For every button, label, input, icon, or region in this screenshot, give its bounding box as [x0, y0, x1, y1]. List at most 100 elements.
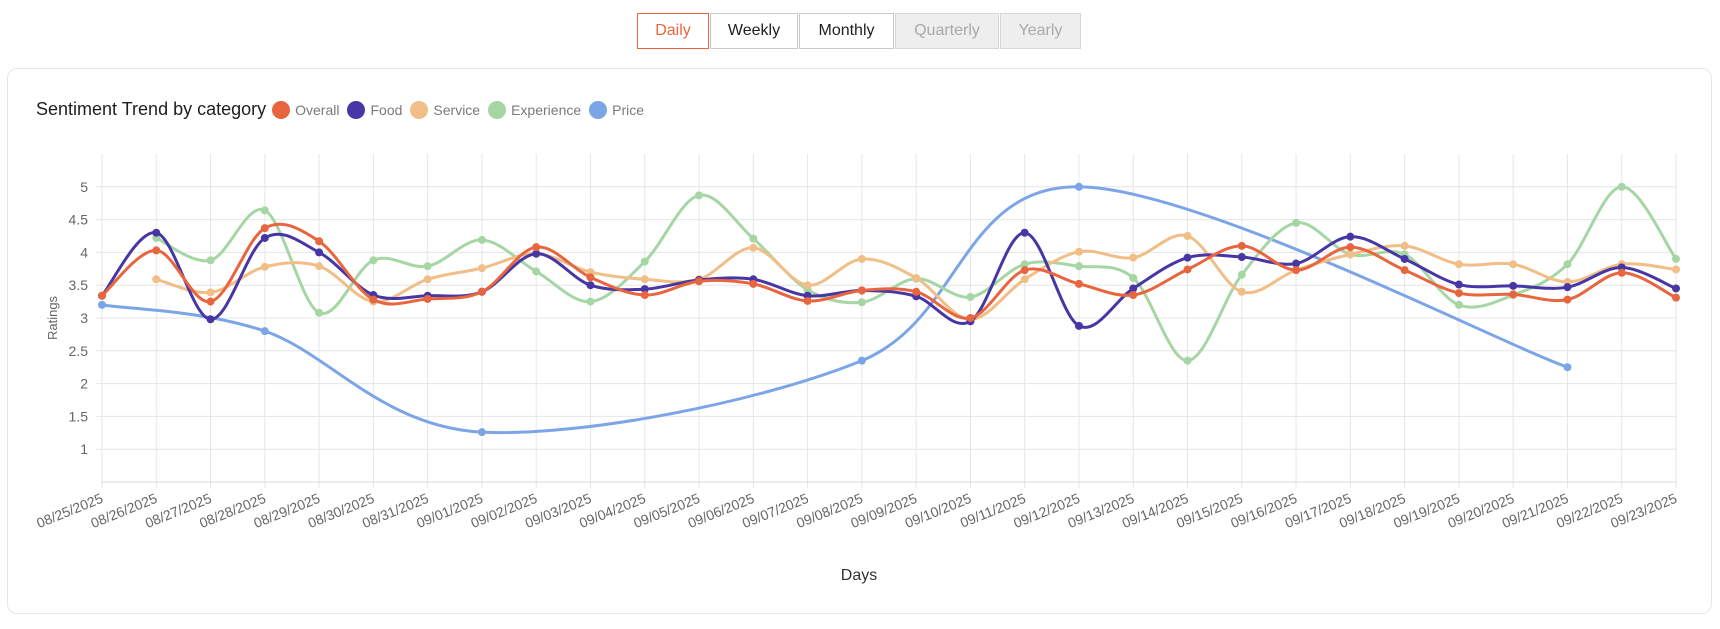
data-point-experience — [1454, 300, 1463, 309]
data-point-experience — [423, 262, 432, 271]
legend-item-price[interactable]: Price — [589, 100, 645, 119]
tab-quarterly: Quarterly — [895, 13, 999, 49]
chart-card: Sentiment Trend by category Overall Food S… — [7, 68, 1712, 614]
data-point-overall — [912, 287, 921, 296]
data-point-overall — [749, 279, 758, 288]
y-tick-label: 3.5 — [69, 277, 89, 293]
data-point-overall — [369, 295, 378, 304]
y-axis-title: Ratings — [45, 295, 60, 340]
data-point-service — [1237, 287, 1246, 296]
data-point-price — [98, 300, 106, 309]
legend-item-service[interactable]: Service — [410, 100, 480, 119]
y-tick-label: 2.5 — [69, 343, 89, 359]
legend-item-overall[interactable]: Overall — [272, 100, 340, 119]
data-point-experience — [1563, 260, 1572, 269]
data-point-food — [640, 285, 649, 294]
data-point-service — [152, 275, 161, 284]
data-point-overall — [1020, 266, 1029, 275]
data-point-overall — [532, 243, 541, 252]
data-point-experience — [315, 308, 324, 317]
data-point-overall — [1183, 265, 1192, 274]
data-point-food — [1020, 228, 1029, 237]
legend-label: Experience — [511, 101, 582, 118]
y-tick-label: 1.5 — [69, 408, 89, 424]
data-point-overall — [206, 297, 215, 306]
data-point-service — [1400, 241, 1409, 250]
y-tick-label: 2 — [80, 376, 88, 392]
data-point-price — [477, 428, 486, 437]
data-point-service — [640, 275, 649, 284]
chart-legend: Overall Food Service Experience Price — [272, 100, 652, 119]
data-point-overall — [586, 273, 595, 282]
data-point-food — [1454, 280, 1463, 289]
data-point-overall — [1672, 293, 1680, 302]
data-point-experience — [857, 298, 866, 307]
data-point-experience — [260, 206, 269, 215]
data-point-overall — [152, 246, 161, 255]
legend-label: Food — [370, 101, 403, 118]
legend-label: Overall — [295, 101, 340, 118]
data-point-experience — [695, 191, 704, 200]
data-point-food — [1346, 232, 1355, 241]
data-point-experience — [206, 256, 215, 265]
data-point-experience — [1292, 218, 1301, 227]
tab-yearly: Yearly — [1000, 13, 1081, 49]
data-point-experience — [369, 256, 378, 265]
data-point-overall — [315, 237, 324, 246]
data-point-food — [1509, 281, 1518, 290]
legend-item-experience[interactable]: Experience — [488, 100, 582, 119]
tab-monthly[interactable]: Monthly — [799, 13, 894, 49]
legend-swatch — [410, 100, 429, 119]
legend-item-food[interactable]: Food — [347, 100, 403, 119]
data-point-overall — [695, 277, 704, 286]
data-point-food — [532, 249, 541, 258]
data-point-experience — [477, 235, 486, 244]
data-point-service — [803, 281, 812, 290]
data-point-experience — [1129, 273, 1138, 282]
data-point-service — [1672, 265, 1680, 274]
data-point-service — [1020, 275, 1029, 284]
data-point-experience — [1672, 254, 1680, 263]
data-point-food — [1563, 283, 1572, 292]
data-point-price — [857, 356, 866, 365]
data-point-experience — [532, 267, 541, 276]
data-point-food — [1292, 259, 1301, 268]
data-point-service — [857, 254, 866, 263]
data-point-overall — [1292, 266, 1301, 275]
tab-weekly[interactable]: Weekly — [710, 13, 798, 49]
legend-swatch — [488, 100, 507, 119]
data-point-food — [206, 315, 215, 324]
legend-swatch — [347, 100, 366, 119]
data-point-service — [260, 262, 269, 271]
data-point-overall — [1074, 279, 1083, 288]
data-point-overall — [1129, 291, 1138, 300]
data-point-overall — [966, 314, 975, 322]
data-point-experience — [1237, 270, 1246, 279]
y-tick-label: 4.5 — [69, 212, 89, 228]
data-point-experience — [966, 293, 975, 302]
data-point-overall — [98, 291, 106, 300]
data-point-price — [1563, 363, 1572, 372]
chart-title: Sentiment Trend by category — [36, 99, 267, 119]
data-point-overall — [1346, 243, 1355, 252]
legend-label: Price — [612, 101, 645, 118]
legend-swatch — [272, 100, 291, 119]
data-point-overall — [260, 224, 269, 233]
data-point-food — [1183, 253, 1192, 262]
data-point-service — [1129, 253, 1138, 262]
data-point-service — [477, 264, 486, 273]
data-point-service — [912, 273, 921, 282]
data-point-experience — [749, 234, 758, 243]
period-selector: Daily Weekly Monthly Quarterly Yearly — [637, 13, 1082, 49]
data-point-overall — [477, 287, 486, 296]
series-line-price — [100, 185, 1569, 435]
data-point-overall — [857, 286, 866, 295]
data-point-food — [1237, 252, 1246, 261]
data-point-overall — [803, 296, 812, 305]
y-tick-label: 4 — [80, 244, 88, 260]
data-point-service — [423, 275, 432, 284]
data-point-food — [152, 228, 161, 237]
data-point-food — [1400, 254, 1409, 263]
tab-daily[interactable]: Daily — [637, 13, 709, 49]
